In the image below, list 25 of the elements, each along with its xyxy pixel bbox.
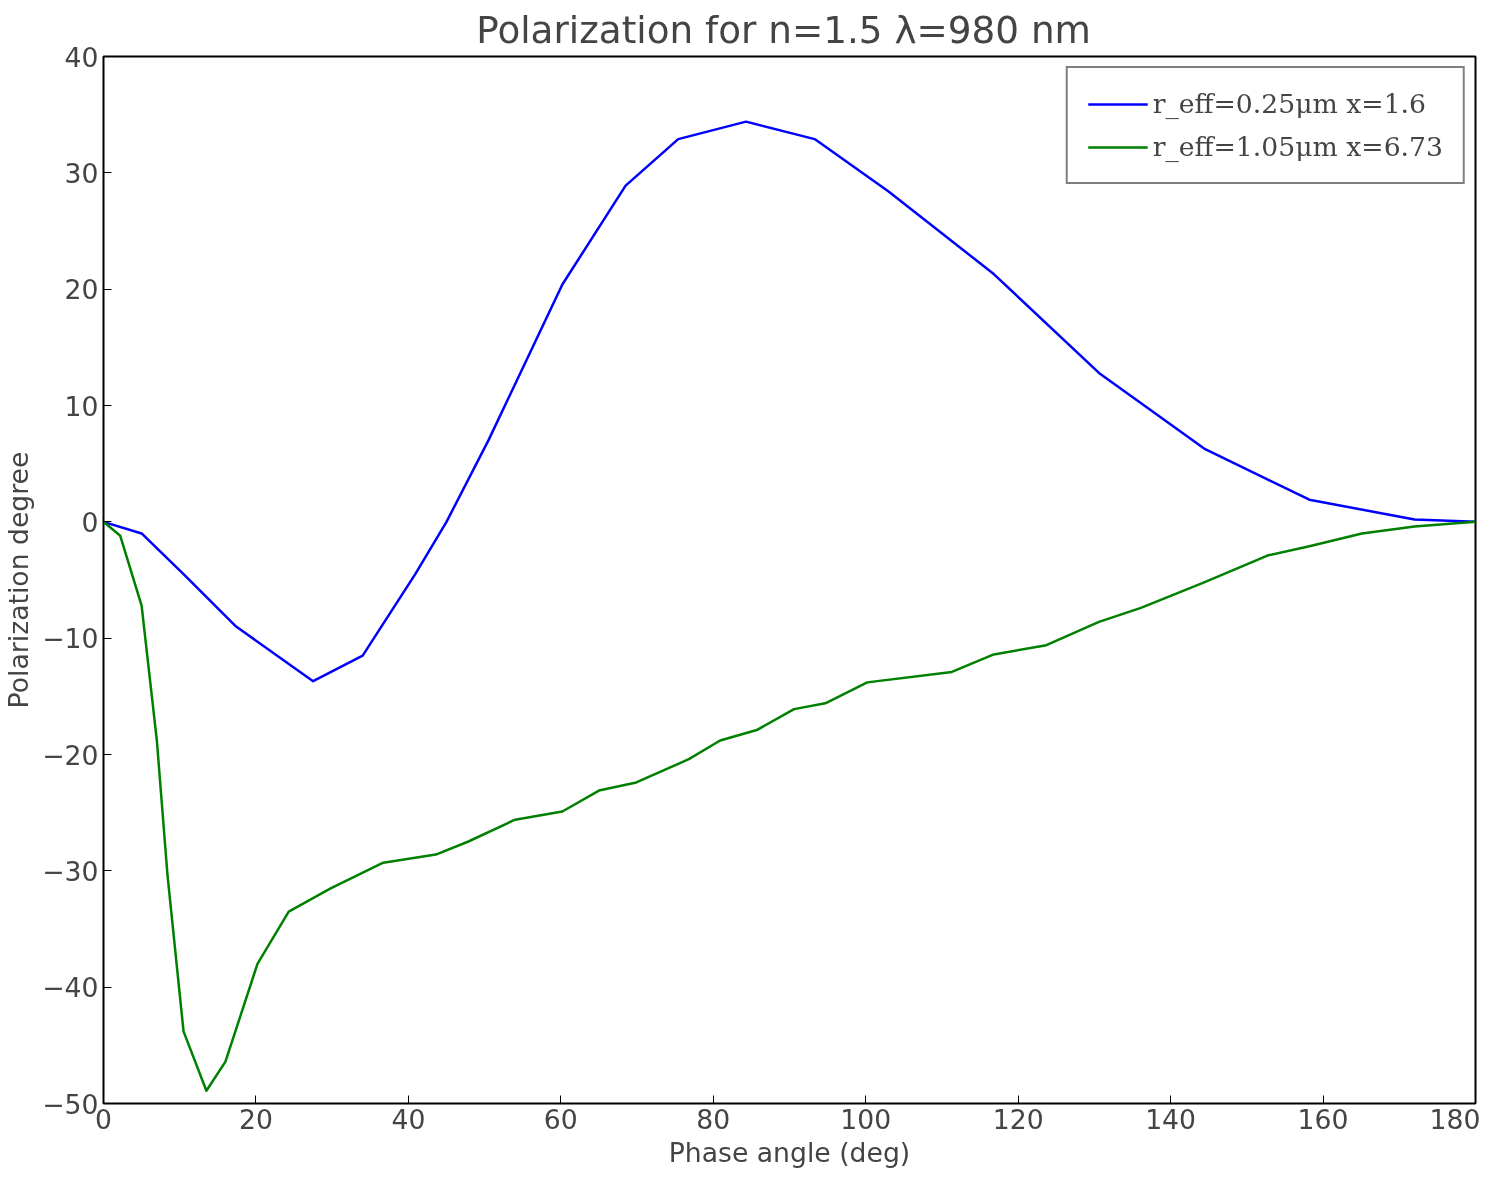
chart-title: Polarization for n=1.5 λ=980 nm bbox=[476, 7, 1091, 52]
x-tick-label: 180 bbox=[1429, 1103, 1481, 1135]
x-tick-label: 100 bbox=[840, 1103, 892, 1135]
y-tick-label: 20 bbox=[64, 274, 99, 306]
y-tick-label: 40 bbox=[64, 41, 99, 73]
line-series bbox=[103, 520, 1476, 1092]
x-axis-title: Phase angle (deg) bbox=[668, 1136, 911, 1168]
legend-label: r_eff=0.25μm x=1.6 bbox=[1152, 88, 1427, 119]
line-series bbox=[103, 120, 1476, 683]
x-tick-label: 120 bbox=[992, 1103, 1044, 1135]
y-axis-title: Polarization degree bbox=[3, 451, 35, 709]
y-tick-label: −20 bbox=[42, 739, 99, 771]
x-tick-label: 20 bbox=[238, 1103, 273, 1135]
y-tick-label: 10 bbox=[64, 390, 99, 422]
x-tick-label: 80 bbox=[696, 1103, 731, 1135]
y-tick-label: 30 bbox=[64, 157, 99, 189]
y-tick-label: −30 bbox=[42, 855, 99, 887]
x-tick-label: 60 bbox=[543, 1103, 578, 1135]
x-tick-label: 40 bbox=[391, 1103, 426, 1135]
x-tick-label: 140 bbox=[1145, 1103, 1197, 1135]
y-tick-label: −40 bbox=[42, 972, 99, 1004]
y-tick-label: −10 bbox=[42, 623, 99, 655]
x-tick-label: 160 bbox=[1297, 1103, 1349, 1135]
y-tick-label: 0 bbox=[81, 506, 99, 538]
legend-label: r_eff=1.05μm x=6.73 bbox=[1152, 131, 1443, 162]
